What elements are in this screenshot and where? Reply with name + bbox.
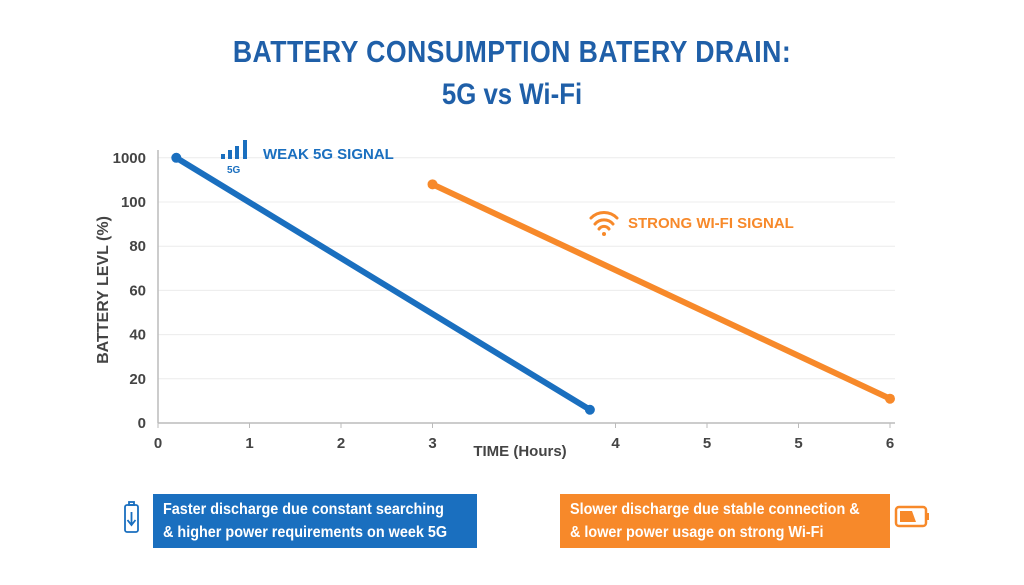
note-5g-line2: & higher power requirements on week 5G (163, 524, 448, 541)
x-tick-label: 2 (337, 435, 345, 452)
y-tick-label: 0 (138, 415, 146, 432)
note-wifi-line1: Slower discharge due stable connection & (570, 501, 860, 518)
gridlines (158, 157, 895, 380)
chart-subtitle: 5G vs Wi-Fi (441, 78, 583, 111)
data-point (427, 179, 438, 190)
5g-icon-label: 5G (227, 165, 241, 176)
series-line-1 (429, 181, 893, 402)
note-5g-line1: Faster discharge due constant searching (163, 501, 444, 518)
wifi-icon (589, 211, 619, 236)
note-wifi: Slower discharge due stable connection &… (560, 494, 890, 548)
y-tick-label: 1000 (113, 150, 146, 167)
x-tick-label: 6 (886, 435, 894, 452)
legend-5g: WEAK 5G SIGNAL (263, 146, 394, 163)
legend-wifi: STRONG WI-FI SIGNAL (628, 215, 794, 232)
note-5g: Faster discharge due constant searching … (153, 494, 477, 548)
y-tick-label: 80 (129, 238, 146, 255)
x-tick-label: 4 (611, 435, 620, 452)
data-point (584, 404, 595, 415)
signal-bars-5g-icon: 5G (221, 140, 247, 176)
x-tick-label: 1 (245, 435, 253, 452)
data-point (171, 152, 182, 163)
y-axis-label: BATTERY LEVL (%) (95, 216, 112, 364)
x-tick-label: 3 (428, 435, 436, 452)
x-tick-label: 0 (154, 435, 162, 452)
series-line-0 (173, 154, 593, 413)
y-tick-label: 100 (121, 194, 146, 211)
note-wifi-line2: & lower power usage on strong Wi-Fi (570, 524, 824, 541)
y-tick-label: 40 (129, 327, 146, 344)
x-tick-label: 5 (703, 435, 711, 452)
battery-low-icon (894, 505, 929, 528)
data-point (885, 393, 895, 404)
x-axis-label: TIME (Hours) (473, 443, 566, 460)
y-tick-label: 20 (129, 371, 146, 388)
chart-title: BATTERY CONSUMPTION BATERY DRAIN: (232, 34, 792, 69)
battery-draining-icon (124, 501, 139, 533)
x-tick-label: 5 (794, 435, 802, 452)
y-tick-label: 60 (129, 282, 146, 299)
